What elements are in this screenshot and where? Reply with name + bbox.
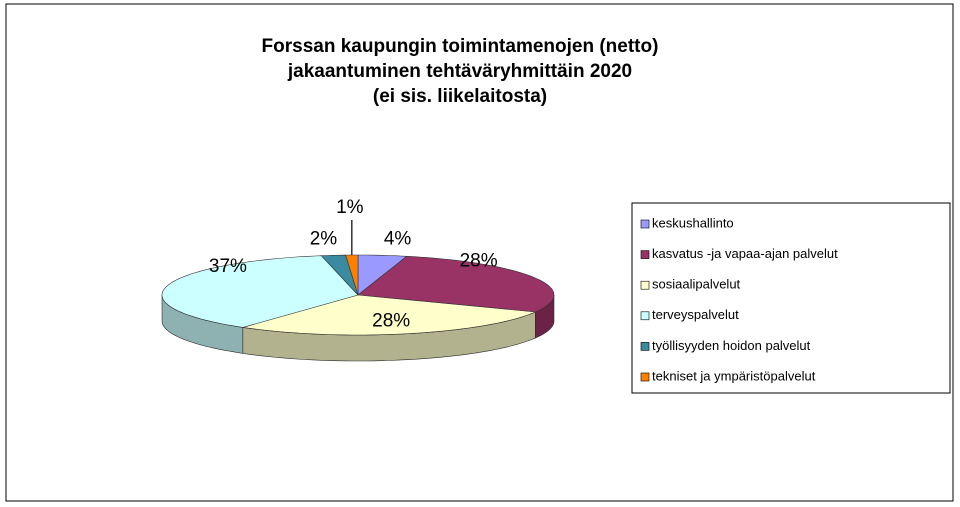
legend-swatch — [640, 219, 650, 229]
chart-title: (ei sis. liikelaitosta) — [373, 86, 547, 107]
slice — [161, 255, 359, 328]
legend-label: terveyspalvelut — [652, 307, 739, 322]
data-label: 2% — [310, 228, 338, 249]
data-label: 28% — [372, 310, 410, 331]
slice — [357, 255, 555, 313]
data-label: 28% — [460, 250, 498, 271]
data-label: 1% — [336, 197, 364, 218]
legend-swatch — [640, 280, 650, 290]
legend-swatch — [640, 372, 650, 382]
legend-swatch — [640, 311, 650, 321]
legend-label: keskushallinto — [652, 215, 734, 230]
legend-label: työllisyyden hoidon palvelut — [652, 338, 811, 353]
legend-swatch — [640, 342, 650, 351]
data-label: 4% — [384, 228, 412, 249]
legend-label: kasvatus -ja vapaa-ajan palvelut — [652, 246, 838, 261]
slice-side-shade — [242, 312, 536, 361]
legend-label: tekniset ja ympäristöpalvelut — [652, 368, 816, 383]
legend-swatch — [640, 250, 650, 259]
slice-side-shade — [162, 295, 243, 354]
chart-title: jakaantuminen tehtäväryhmittäin 2020 — [287, 61, 632, 82]
slice-side-shade — [535, 295, 554, 338]
slice — [242, 294, 536, 336]
legend-box — [631, 202, 951, 394]
chart-title: Forssan kaupungin toimintamenojen (netto… — [262, 36, 659, 57]
data-label: 37% — [209, 256, 247, 277]
legend-label: sosiaalipalvelut — [652, 277, 741, 292]
